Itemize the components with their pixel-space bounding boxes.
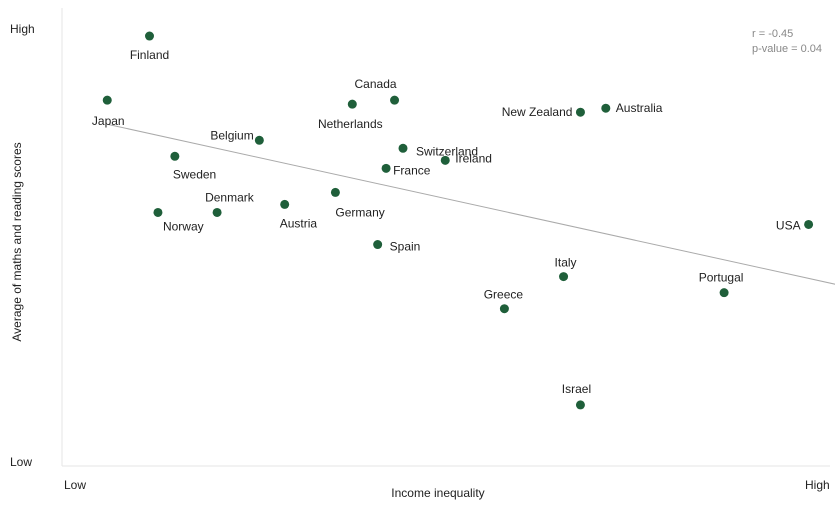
- point-label-spain: Spain: [390, 240, 421, 254]
- point-label-new-zealand: New Zealand: [502, 105, 573, 119]
- point-ireland: [440, 155, 450, 165]
- point-label-usa: USA: [776, 218, 801, 232]
- point-switzerland: [398, 143, 408, 153]
- point-label-finland: Finland: [130, 48, 169, 62]
- point-canada: [390, 95, 400, 105]
- point-label-portugal: Portugal: [699, 271, 744, 285]
- point-france: [381, 163, 391, 173]
- x-axis-title: Income inequality: [391, 486, 484, 500]
- point-label-belgium: Belgium: [210, 128, 253, 142]
- point-label-denmark: Denmark: [205, 190, 255, 204]
- point-label-canada: Canada: [355, 77, 397, 91]
- point-label-australia: Australia: [616, 101, 663, 115]
- data-points: Finland Japan Canada Netherlands New Zealand…: [92, 31, 814, 410]
- point-label-germany: Germany: [335, 205, 384, 219]
- point-label-netherlands: Netherlands: [318, 117, 383, 131]
- point-new-zealand: [575, 107, 585, 117]
- r-annotation: r = -0.45: [752, 28, 793, 40]
- point-belgium: [254, 135, 264, 145]
- point-netherlands: [347, 99, 357, 109]
- x-tick-low: Low: [64, 478, 86, 492]
- point-greece: [499, 304, 509, 314]
- point-finland: [145, 31, 154, 41]
- point-denmark: [212, 207, 222, 217]
- p-value-annotation: p-value = 0.04: [752, 43, 822, 55]
- trendline: [107, 123, 835, 285]
- point-label-sweden: Sweden: [173, 167, 216, 181]
- point-japan: [102, 95, 112, 105]
- point-label-japan: Japan: [92, 114, 125, 128]
- point-israel: [575, 400, 585, 410]
- point-label-greece: Greece: [484, 288, 524, 302]
- point-label-italy: Italy: [555, 256, 577, 270]
- y-tick-low: Low: [10, 455, 32, 469]
- point-germany: [330, 187, 340, 197]
- point-label-switzerland: Switzerland: [416, 144, 478, 158]
- point-spain: [373, 240, 383, 250]
- point-label-austria: Austria: [280, 216, 318, 230]
- point-australia: [601, 103, 611, 113]
- point-portugal: [719, 288, 729, 298]
- point-norway: [153, 207, 163, 217]
- y-axis-title: Average of maths and reading scores: [10, 142, 24, 341]
- point-label-ireland: Ireland: [455, 151, 492, 165]
- point-italy: [559, 272, 569, 282]
- point-usa: [804, 219, 814, 229]
- y-tick-high: High: [10, 22, 35, 36]
- point-sweden: [170, 151, 180, 161]
- point-austria: [280, 199, 290, 209]
- point-label-norway: Norway: [163, 219, 204, 233]
- point-label-israel: Israel: [562, 382, 591, 396]
- point-label-france: France: [393, 163, 431, 177]
- x-tick-high: High: [805, 478, 830, 492]
